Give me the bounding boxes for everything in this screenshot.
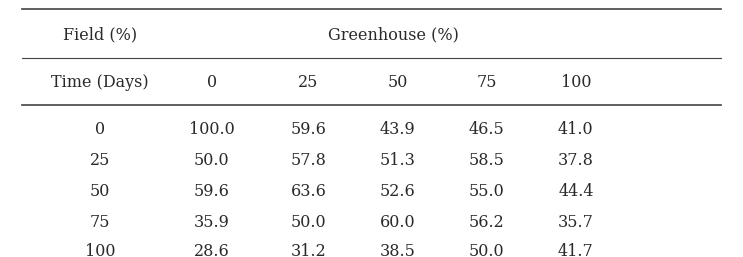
Text: 58.5: 58.5 [469, 152, 504, 169]
Text: 52.6: 52.6 [380, 183, 415, 200]
Text: 59.6: 59.6 [291, 121, 326, 138]
Text: 75: 75 [90, 214, 111, 231]
Text: 37.8: 37.8 [558, 152, 594, 169]
Text: 38.5: 38.5 [380, 243, 415, 257]
Text: 31.2: 31.2 [291, 243, 326, 257]
Text: 50: 50 [387, 74, 408, 91]
Text: 57.8: 57.8 [291, 152, 326, 169]
Text: Greenhouse (%): Greenhouse (%) [328, 26, 459, 43]
Text: 100: 100 [85, 243, 116, 257]
Text: 43.9: 43.9 [380, 121, 415, 138]
Text: 75: 75 [476, 74, 497, 91]
Text: 50: 50 [90, 183, 111, 200]
Text: 51.3: 51.3 [380, 152, 415, 169]
Text: 100.0: 100.0 [189, 121, 235, 138]
Text: 28.6: 28.6 [194, 243, 230, 257]
Text: 55.0: 55.0 [469, 183, 504, 200]
Text: 100: 100 [560, 74, 591, 91]
Text: 59.6: 59.6 [194, 183, 230, 200]
Text: 25: 25 [90, 152, 111, 169]
Text: 25: 25 [298, 74, 319, 91]
Text: 44.4: 44.4 [558, 183, 594, 200]
Text: Time (Days): Time (Days) [51, 74, 149, 91]
Text: 50.0: 50.0 [194, 152, 230, 169]
Text: 50.0: 50.0 [291, 214, 326, 231]
Text: 63.6: 63.6 [291, 183, 326, 200]
Text: 46.5: 46.5 [469, 121, 504, 138]
Text: Field (%): Field (%) [63, 26, 137, 43]
Text: 60.0: 60.0 [380, 214, 415, 231]
Text: 35.7: 35.7 [558, 214, 594, 231]
Text: 0: 0 [95, 121, 106, 138]
Text: 50.0: 50.0 [469, 243, 504, 257]
Text: 35.9: 35.9 [194, 214, 230, 231]
Text: 0: 0 [207, 74, 217, 91]
Text: 41.7: 41.7 [558, 243, 594, 257]
Text: 56.2: 56.2 [469, 214, 504, 231]
Text: 41.0: 41.0 [558, 121, 594, 138]
